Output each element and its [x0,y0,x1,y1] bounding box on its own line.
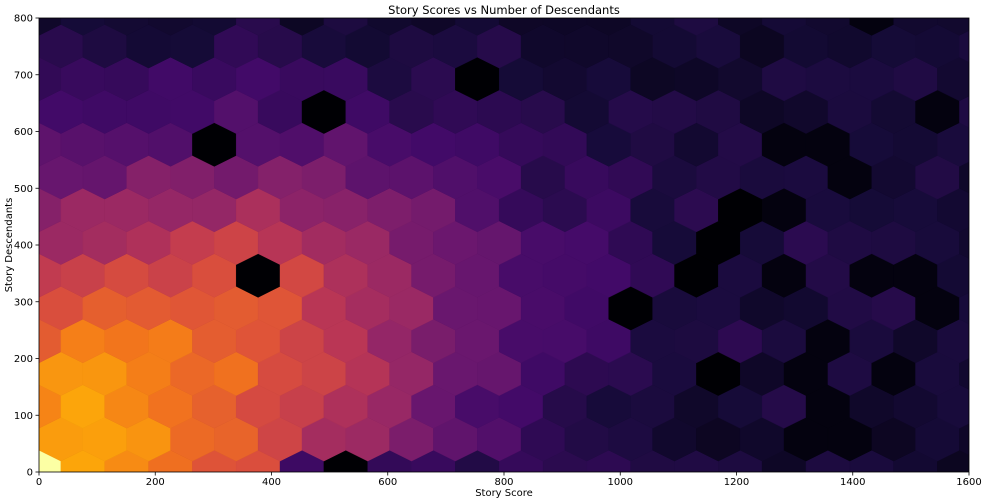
hex-bin [39,18,62,36]
hex-bin [411,18,456,36]
y-tick-label: 600 [14,127,33,138]
y-tick-label: 0 [27,468,33,479]
hex-bin [60,18,105,36]
hex-bin [630,18,675,36]
hex-bin [39,483,83,503]
hex-bin [192,18,237,36]
hex-bin [849,18,894,36]
y-tick-label: 100 [14,411,33,422]
hex-bin [542,18,587,36]
hex-bin [653,483,697,503]
hex-bin [0,483,39,503]
hex-bin [784,483,828,503]
hex-bin [171,483,215,503]
x-tick-label: 1200 [724,477,749,488]
hex-bin [433,483,477,503]
hex-bin [235,18,281,36]
hex-bin [981,254,985,298]
hex-bin [981,188,985,232]
y-tick-label: 200 [14,354,33,365]
hex-bin [916,483,960,503]
hex-bin [39,428,40,451]
hex-bin [981,57,985,101]
hex-bin [937,18,969,36]
y-tick-label: 400 [14,241,33,252]
x-tick-label: 1400 [840,477,865,488]
hex-bin [104,18,149,36]
hex-bin [872,483,916,503]
hex-bin [893,18,938,36]
x-tick-label: 600 [378,477,397,488]
hex-bin [279,18,325,36]
hex-bin [586,18,631,36]
hex-bin [39,35,40,58]
hex-bin [0,450,17,494]
hex-bin [148,18,193,36]
hex-bin [83,483,127,503]
y-tick-label: 800 [14,14,33,25]
hex-bin [718,18,763,36]
x-tick-label: 800 [494,477,513,488]
hex-bin [0,385,17,429]
x-axis: 0 200 400 600 800 1000 1200 1400 1600 [36,472,982,488]
hex-bin [981,450,985,494]
hex-bin [674,18,719,36]
y-tick-label: 300 [14,297,33,308]
y-axis: 0 100 200 300 400 500 600 700 800 [14,14,39,479]
x-tick-label: 1600 [956,477,981,488]
chart-title: Story Scores vs Number of Descendants [388,3,620,17]
hex-bin [981,385,985,429]
hex-bin [981,0,985,35]
hex-bin [565,483,609,503]
hex-bin [761,18,807,36]
x-axis-title: Story Score [475,488,533,499]
hex-bin [805,18,850,36]
hex-bin [981,319,985,363]
hex-bin [302,483,346,503]
hex-bin [981,123,985,167]
x-tick-label: 200 [146,477,165,488]
hex-bin [367,18,412,36]
x-tick-label: 1000 [608,477,633,488]
hex-bin [455,18,500,36]
y-axis-title: Story Descendants [4,198,15,293]
hex-bin [499,18,544,36]
y-tick-label: 500 [14,184,33,195]
hex-bin [214,483,258,503]
x-tick-label: 0 [36,477,42,488]
x-tick-label: 400 [262,477,281,488]
y-tick-label: 700 [14,70,33,81]
hex-bin [323,18,368,36]
